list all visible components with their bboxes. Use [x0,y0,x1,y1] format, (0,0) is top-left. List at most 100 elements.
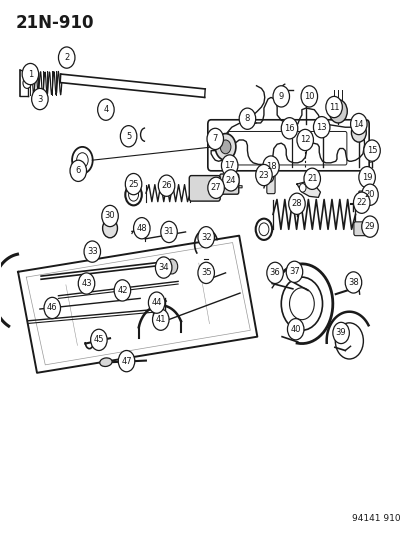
Text: 20: 20 [364,190,374,199]
Circle shape [207,177,224,198]
Circle shape [197,262,214,284]
Text: 34: 34 [158,263,169,272]
Text: 37: 37 [288,268,299,276]
Circle shape [285,261,302,282]
Circle shape [97,99,114,120]
Text: 22: 22 [356,198,366,207]
Text: 25: 25 [128,180,138,189]
Circle shape [363,140,380,161]
Ellipse shape [100,358,112,367]
Circle shape [288,193,304,214]
Text: 18: 18 [265,162,275,171]
Circle shape [58,47,75,68]
Text: 10: 10 [303,92,314,101]
Circle shape [296,130,313,151]
Text: 21N-910: 21N-910 [15,14,93,32]
Text: 27: 27 [210,183,221,192]
Text: 15: 15 [366,146,376,155]
Text: 30: 30 [104,212,115,221]
Circle shape [133,217,150,239]
FancyBboxPatch shape [362,169,367,182]
Circle shape [90,329,107,351]
Text: 46: 46 [47,303,57,312]
Text: 12: 12 [299,135,310,144]
FancyBboxPatch shape [353,222,372,236]
Text: 94141 910: 94141 910 [351,514,400,523]
Circle shape [280,118,297,139]
Circle shape [332,322,349,344]
Text: 38: 38 [347,278,358,287]
Text: 17: 17 [224,161,235,170]
Text: 9: 9 [278,92,283,101]
Circle shape [239,108,255,130]
Circle shape [102,205,118,227]
Text: 47: 47 [121,357,131,366]
Circle shape [220,140,230,154]
Circle shape [353,192,369,213]
Circle shape [313,117,329,138]
Circle shape [22,63,38,85]
Circle shape [155,257,171,278]
Circle shape [120,126,137,147]
Text: 13: 13 [316,123,326,132]
Text: 16: 16 [283,124,294,133]
Text: 45: 45 [93,335,104,344]
Text: 32: 32 [200,233,211,242]
Circle shape [31,88,48,110]
Circle shape [118,351,135,372]
Text: 11: 11 [328,102,339,111]
Text: 23: 23 [258,171,268,180]
Text: 8: 8 [244,114,249,123]
Text: 36: 36 [269,269,280,277]
Circle shape [303,168,320,189]
Circle shape [78,273,95,294]
Text: 19: 19 [361,173,371,182]
Circle shape [350,114,366,135]
Circle shape [344,272,361,293]
Text: 5: 5 [126,132,131,141]
Circle shape [255,165,271,185]
Circle shape [197,227,214,248]
Circle shape [114,280,131,301]
Text: 21: 21 [306,174,317,183]
Circle shape [272,86,289,107]
Text: 31: 31 [163,228,174,237]
Circle shape [328,100,347,123]
Text: 2: 2 [64,53,69,62]
Circle shape [262,156,278,177]
FancyBboxPatch shape [219,174,238,194]
Text: 39: 39 [335,328,346,337]
Circle shape [287,319,303,340]
Circle shape [300,86,317,107]
Polygon shape [296,181,320,197]
Circle shape [44,297,60,319]
FancyBboxPatch shape [266,166,274,193]
Circle shape [299,183,305,192]
FancyBboxPatch shape [189,175,220,201]
Text: 14: 14 [353,119,363,128]
Circle shape [351,123,366,142]
Circle shape [221,155,237,176]
Text: 29: 29 [364,222,374,231]
Circle shape [361,216,377,237]
Text: 41: 41 [155,315,166,324]
Circle shape [158,175,174,196]
Circle shape [358,166,375,188]
Text: 3: 3 [37,94,43,103]
Circle shape [266,262,282,284]
Text: 35: 35 [200,269,211,277]
Text: 44: 44 [151,298,161,307]
Circle shape [152,309,169,330]
Circle shape [166,259,177,274]
Text: 43: 43 [81,279,92,288]
Text: 42: 42 [117,286,127,295]
Text: 28: 28 [291,199,301,208]
Text: 33: 33 [87,247,97,256]
Text: 7: 7 [212,134,217,143]
Text: 26: 26 [161,181,171,190]
Circle shape [70,160,86,181]
Circle shape [215,134,235,160]
FancyBboxPatch shape [358,191,371,200]
Text: 1: 1 [28,70,33,78]
Circle shape [361,184,377,205]
